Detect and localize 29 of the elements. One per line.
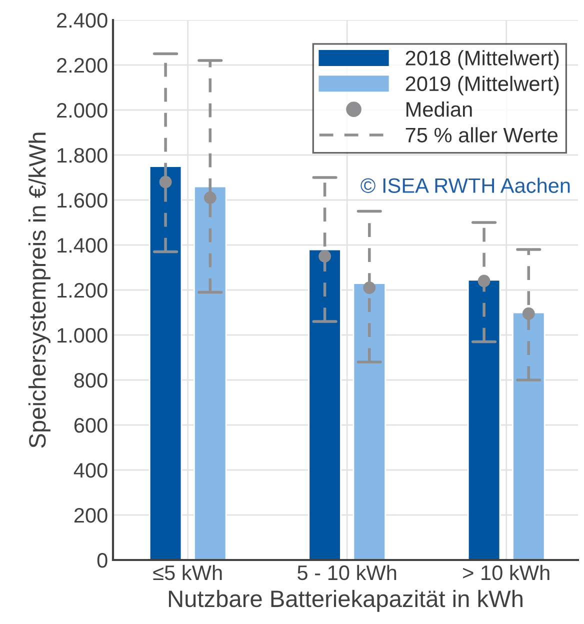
y-tick-label: 400	[74, 463, 108, 478]
x-tick-label: > 10 kWh	[463, 564, 550, 580]
y-tick-label: 600	[74, 418, 108, 433]
x-tick-label: ≤5 kWh	[153, 564, 222, 580]
bar	[194, 186, 227, 560]
bar	[467, 279, 501, 560]
y-tick-label: 2.000	[57, 103, 108, 118]
bar	[352, 282, 386, 560]
legend-label: 2018 (Mittelwert)	[406, 50, 559, 70]
y-axis-title: Speichersystempreis in €/kWh	[28, 132, 50, 448]
bar	[308, 248, 342, 560]
y-tick-label: 2.400	[57, 13, 108, 28]
annotation: 75 % aller Werte	[406, 127, 558, 142]
y-tick-label: 200	[74, 508, 108, 523]
annotation: © ISEA RWTH Aachen	[360, 178, 570, 193]
y-tick-label: 1.400	[58, 238, 108, 253]
y-tick-label: 1.600	[58, 193, 108, 208]
y-tick-label: 1.800	[58, 148, 108, 163]
legend-label: 2019 (Mittelwert)	[406, 76, 559, 96]
legend-label: Median	[406, 102, 472, 117]
bar	[512, 312, 546, 560]
bar	[148, 166, 182, 560]
x-axis-title: Nutzbare Batteriekapazität in kWh	[168, 590, 522, 612]
y-tick-label: 1.200	[58, 283, 108, 298]
y-tick-label: 0	[97, 553, 108, 568]
y-tick-label: 800	[74, 373, 108, 388]
x-tick-label: 5 - 10 kWh	[298, 564, 396, 580]
y-tick-label: 1.000	[58, 328, 108, 343]
y-tick-label: 2.200	[57, 58, 108, 73]
